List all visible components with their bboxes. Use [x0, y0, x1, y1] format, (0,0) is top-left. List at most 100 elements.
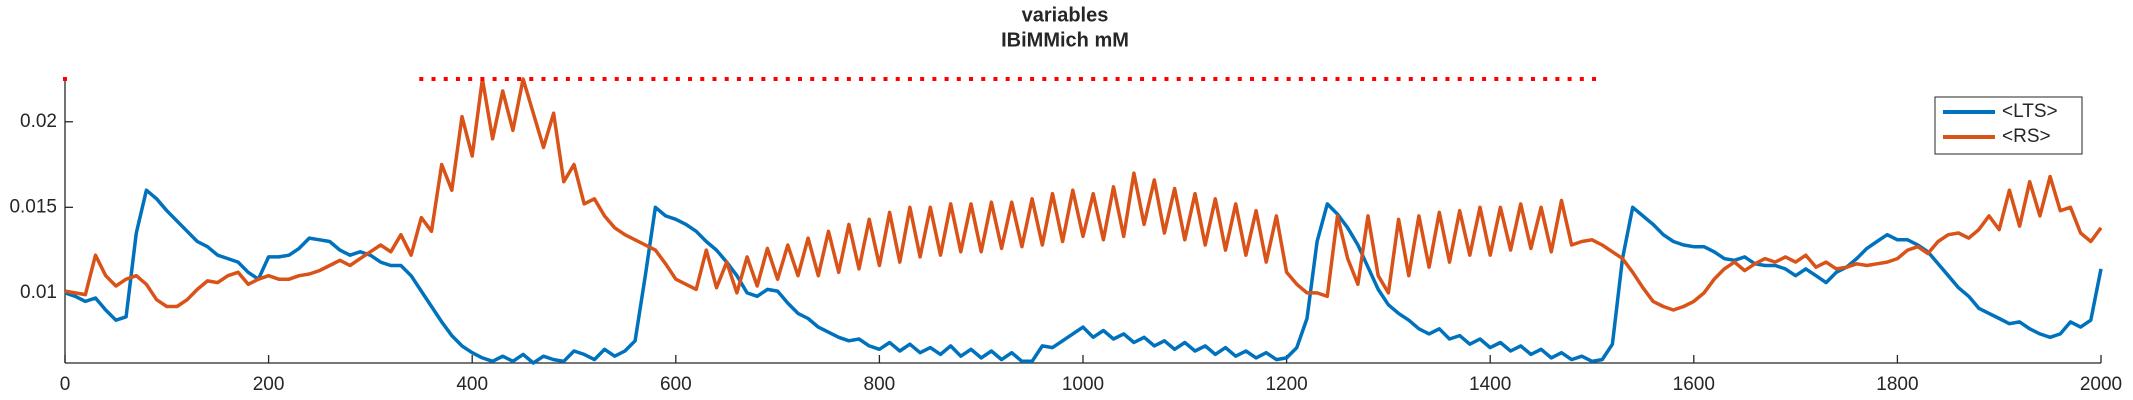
event-marker [480, 77, 485, 81]
event-marker [993, 77, 998, 81]
event-marker [1091, 77, 1096, 81]
event-marker [443, 77, 448, 81]
event-marker [1286, 77, 1291, 81]
y-tick-label: 0.01 [20, 282, 57, 303]
event-marker [883, 77, 888, 81]
event-marker [431, 77, 436, 81]
x-tick-label: 400 [456, 374, 488, 395]
event-marker [1555, 77, 1560, 81]
event-marker [639, 77, 644, 81]
event-marker [1445, 77, 1450, 81]
event-marker [455, 77, 460, 81]
y-tick-label: 0.02 [20, 111, 57, 132]
event-marker [920, 77, 925, 81]
event-marker [419, 77, 424, 81]
event-marker [504, 77, 509, 81]
x-tick-label: 1800 [1876, 374, 1918, 395]
event-marker [1335, 77, 1340, 81]
event-marker [1066, 77, 1071, 81]
event-marker [565, 77, 570, 81]
event-marker [1152, 77, 1157, 81]
event-marker [1567, 77, 1572, 81]
event-marker [1188, 77, 1193, 81]
chart-subtitle: IBiMMich mM [1001, 29, 1129, 51]
x-tick-label: 1400 [1469, 374, 1511, 395]
x-tick-label: 800 [864, 374, 896, 395]
event-marker [1347, 77, 1352, 81]
event-marker [553, 77, 558, 81]
legend-label: <RS> [2002, 126, 2051, 147]
event-marker [1311, 77, 1316, 81]
event-marker [1579, 77, 1584, 81]
event-marker [63, 77, 67, 81]
series-line [64, 188, 2103, 365]
event-marker [761, 77, 766, 81]
event-marker [663, 77, 668, 81]
event-marker [1274, 77, 1279, 81]
chart-title: variables [1022, 4, 1109, 26]
event-marker [1237, 77, 1242, 81]
event-marker [1592, 77, 1597, 81]
event-marker [1469, 77, 1474, 81]
event-marker [688, 77, 693, 81]
event-marker [749, 77, 754, 81]
event-marker [1213, 77, 1218, 81]
event-marker [1384, 77, 1389, 81]
event-marker [773, 77, 778, 81]
event-marker [822, 77, 827, 81]
event-marker [1030, 77, 1035, 81]
event-marker [1078, 77, 1083, 81]
event-marker [1506, 77, 1511, 81]
event-marker [468, 77, 473, 81]
event-marker [541, 77, 546, 81]
event-marker [614, 77, 619, 81]
event-marker [1262, 77, 1267, 81]
event-marker [1372, 77, 1377, 81]
x-tick-label: 200 [253, 374, 285, 395]
event-marker [651, 77, 656, 81]
event-marker [1140, 77, 1145, 81]
event-marker [675, 77, 680, 81]
y-tick-label: 0.015 [9, 196, 57, 217]
event-marker [1103, 77, 1108, 81]
x-tick-label: 0 [60, 374, 71, 395]
event-marker [712, 77, 717, 81]
event-marker [1115, 77, 1120, 81]
event-marker [834, 77, 839, 81]
event-marker [1298, 77, 1303, 81]
event-marker [626, 77, 631, 81]
event-marker [1408, 77, 1413, 81]
series-line [64, 77, 2103, 312]
event-marker [1225, 77, 1230, 81]
x-tick-label: 2000 [2080, 374, 2122, 395]
event-marker [956, 77, 961, 81]
event-marker [785, 77, 790, 81]
event-marker [932, 77, 937, 81]
event-marker [1176, 77, 1181, 81]
event-marker [981, 77, 986, 81]
event-marker [1042, 77, 1047, 81]
event-marker [969, 77, 974, 81]
event-marker [602, 77, 607, 81]
event-marker [1005, 77, 1010, 81]
event-marker [907, 77, 912, 81]
event-marker [846, 77, 851, 81]
event-marker [1017, 77, 1022, 81]
event-marker [590, 77, 595, 81]
event-marker [1396, 77, 1401, 81]
x-tick-label: 1600 [1673, 374, 1715, 395]
event-marker [529, 77, 534, 81]
event-marker [1249, 77, 1254, 81]
event-marker [517, 77, 522, 81]
x-tick-label: 1200 [1265, 374, 1307, 395]
event-marker [700, 77, 705, 81]
event-marker [1457, 77, 1462, 81]
event-marker [1530, 77, 1535, 81]
event-marker [1518, 77, 1523, 81]
x-tick-label: 1000 [1062, 374, 1104, 395]
event-marker [1164, 77, 1169, 81]
legend-label: <LTS> [2002, 101, 2058, 122]
event-marker [724, 77, 729, 81]
event-marker [578, 77, 583, 81]
